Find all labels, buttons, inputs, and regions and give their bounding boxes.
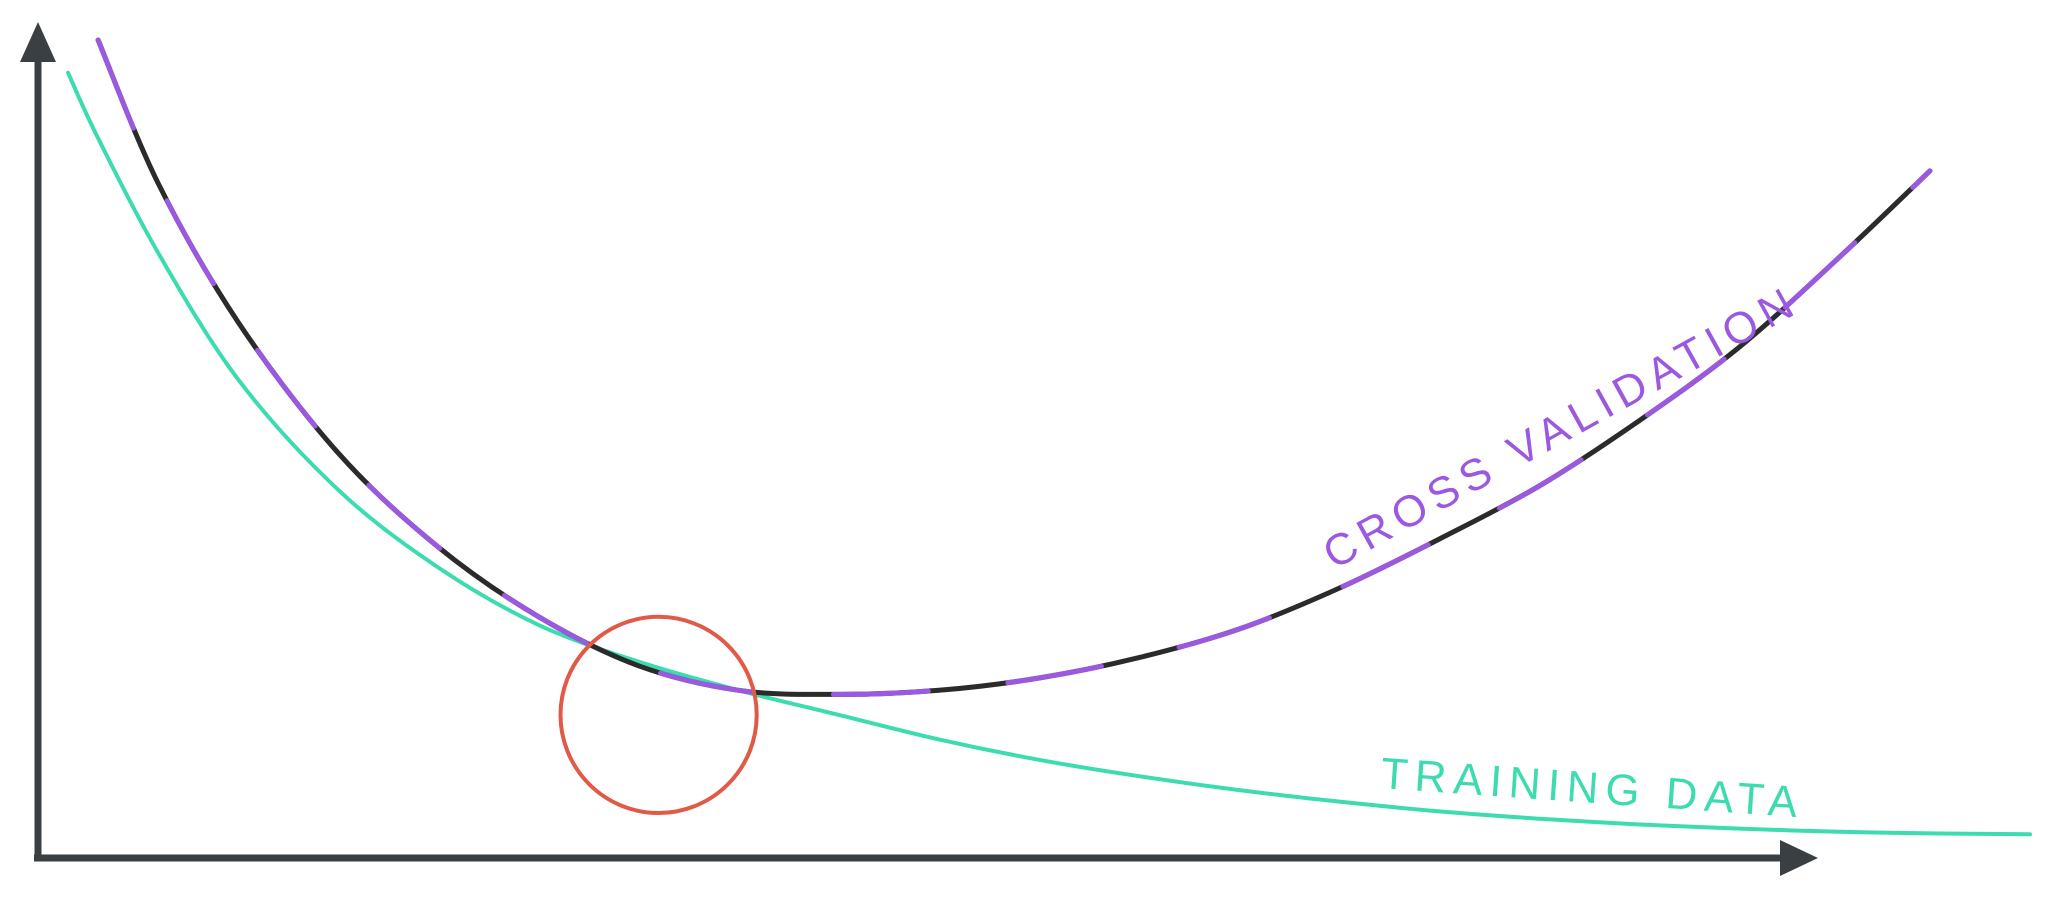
cross-validation-line	[95, 37, 1933, 697]
optimal-point-circle	[558, 614, 759, 816]
axes	[20, 22, 1818, 876]
cross-validation-label: CROSS VALIDATION	[1315, 276, 1807, 579]
training-data-line	[66, 70, 2032, 837]
x-axis-arrow-icon	[1780, 840, 1818, 876]
plot-layer	[66, 37, 2032, 837]
y-axis-arrow-icon	[20, 22, 56, 62]
training-data-label: TRAINING DATA	[1379, 749, 1806, 827]
